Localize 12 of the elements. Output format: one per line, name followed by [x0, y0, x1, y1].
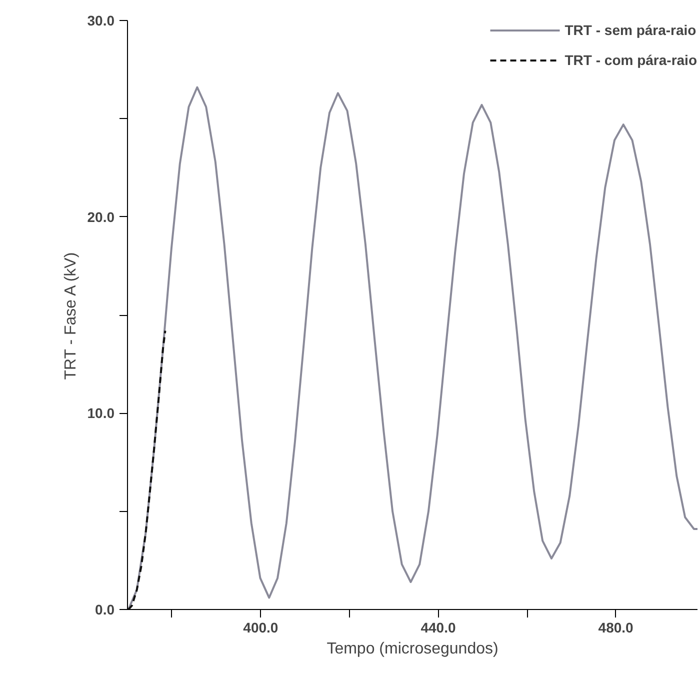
y-axis-title: TRT - Fase A (kV): [62, 252, 80, 380]
y-tick-label: 0.0: [95, 602, 115, 618]
legend-label: TRT - com pára-raio: [564, 52, 697, 68]
x-tick-label: 400.0: [243, 620, 278, 636]
x-axis-title: Tempo (microsegundos): [326, 640, 498, 658]
y-tick-label: 10.0: [87, 405, 115, 422]
y-tick-label: 30.0: [87, 12, 115, 28]
legend-label: TRT - sem pára-raio: [564, 22, 696, 38]
x-tick-label: 440.0: [420, 620, 456, 636]
x-tick-label: 480.0: [598, 620, 634, 636]
line-series: [128, 330, 166, 610]
y-tick-label: 20.0: [87, 208, 115, 225]
